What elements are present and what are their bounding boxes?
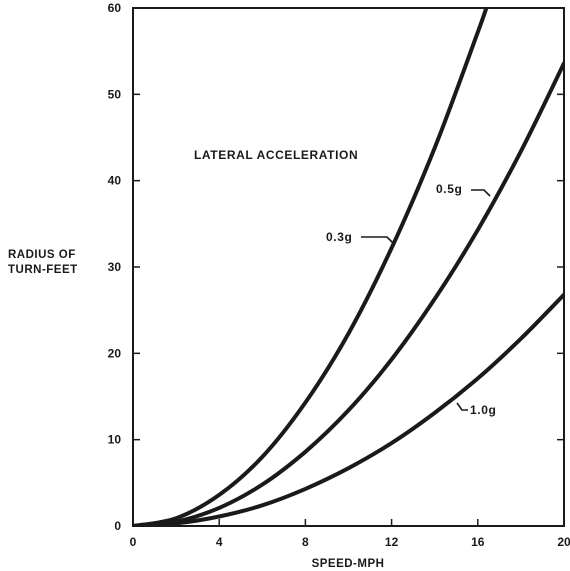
axis-ticks [132,7,565,527]
x-axis-label: SPEED-MPH [312,558,385,570]
plot-frame [132,7,565,527]
x-tick-label-16: 16 [471,535,485,549]
x-tick-label-4: 4 [216,535,223,549]
y-tick-label-30: 30 [108,260,122,274]
y-tick-label-40: 40 [108,174,122,188]
y-tick-label-60: 60 [108,1,122,15]
y-tick-label-50: 50 [108,87,122,101]
series-line-0.5g [133,61,564,526]
x-tick-label-8: 8 [302,535,309,549]
leader-0.5g [471,189,491,197]
y-tick-label-10: 10 [108,433,122,447]
series-curves [133,8,564,526]
leader-1.0g [456,402,468,411]
x-tick-label-20: 20 [557,535,570,549]
series-label-1.0g: 1.0g [470,403,496,417]
y-axis-label-line-2: TURN-FEET [8,264,78,276]
y-tick-label-20: 20 [108,346,122,360]
series-label-0.3g: 0.3g [326,230,352,244]
series-label-0.5g: 0.5g [436,182,462,196]
series-line-1.0g [133,292,564,526]
leader-0.3g [361,236,394,244]
x-tick-label-0: 0 [130,535,137,549]
annotation-lateral-acceleration: LATERAL ACCELERATION [194,148,358,162]
series-line-0.3g [133,8,489,526]
y-axis-label-line-1: RADIUS OF [8,249,76,261]
tick-labels: 0 4 8 12 16 20 0 10 20 30 40 50 60 [108,1,570,549]
x-tick-label-12: 12 [385,535,399,549]
y-tick-label-0: 0 [114,519,121,533]
